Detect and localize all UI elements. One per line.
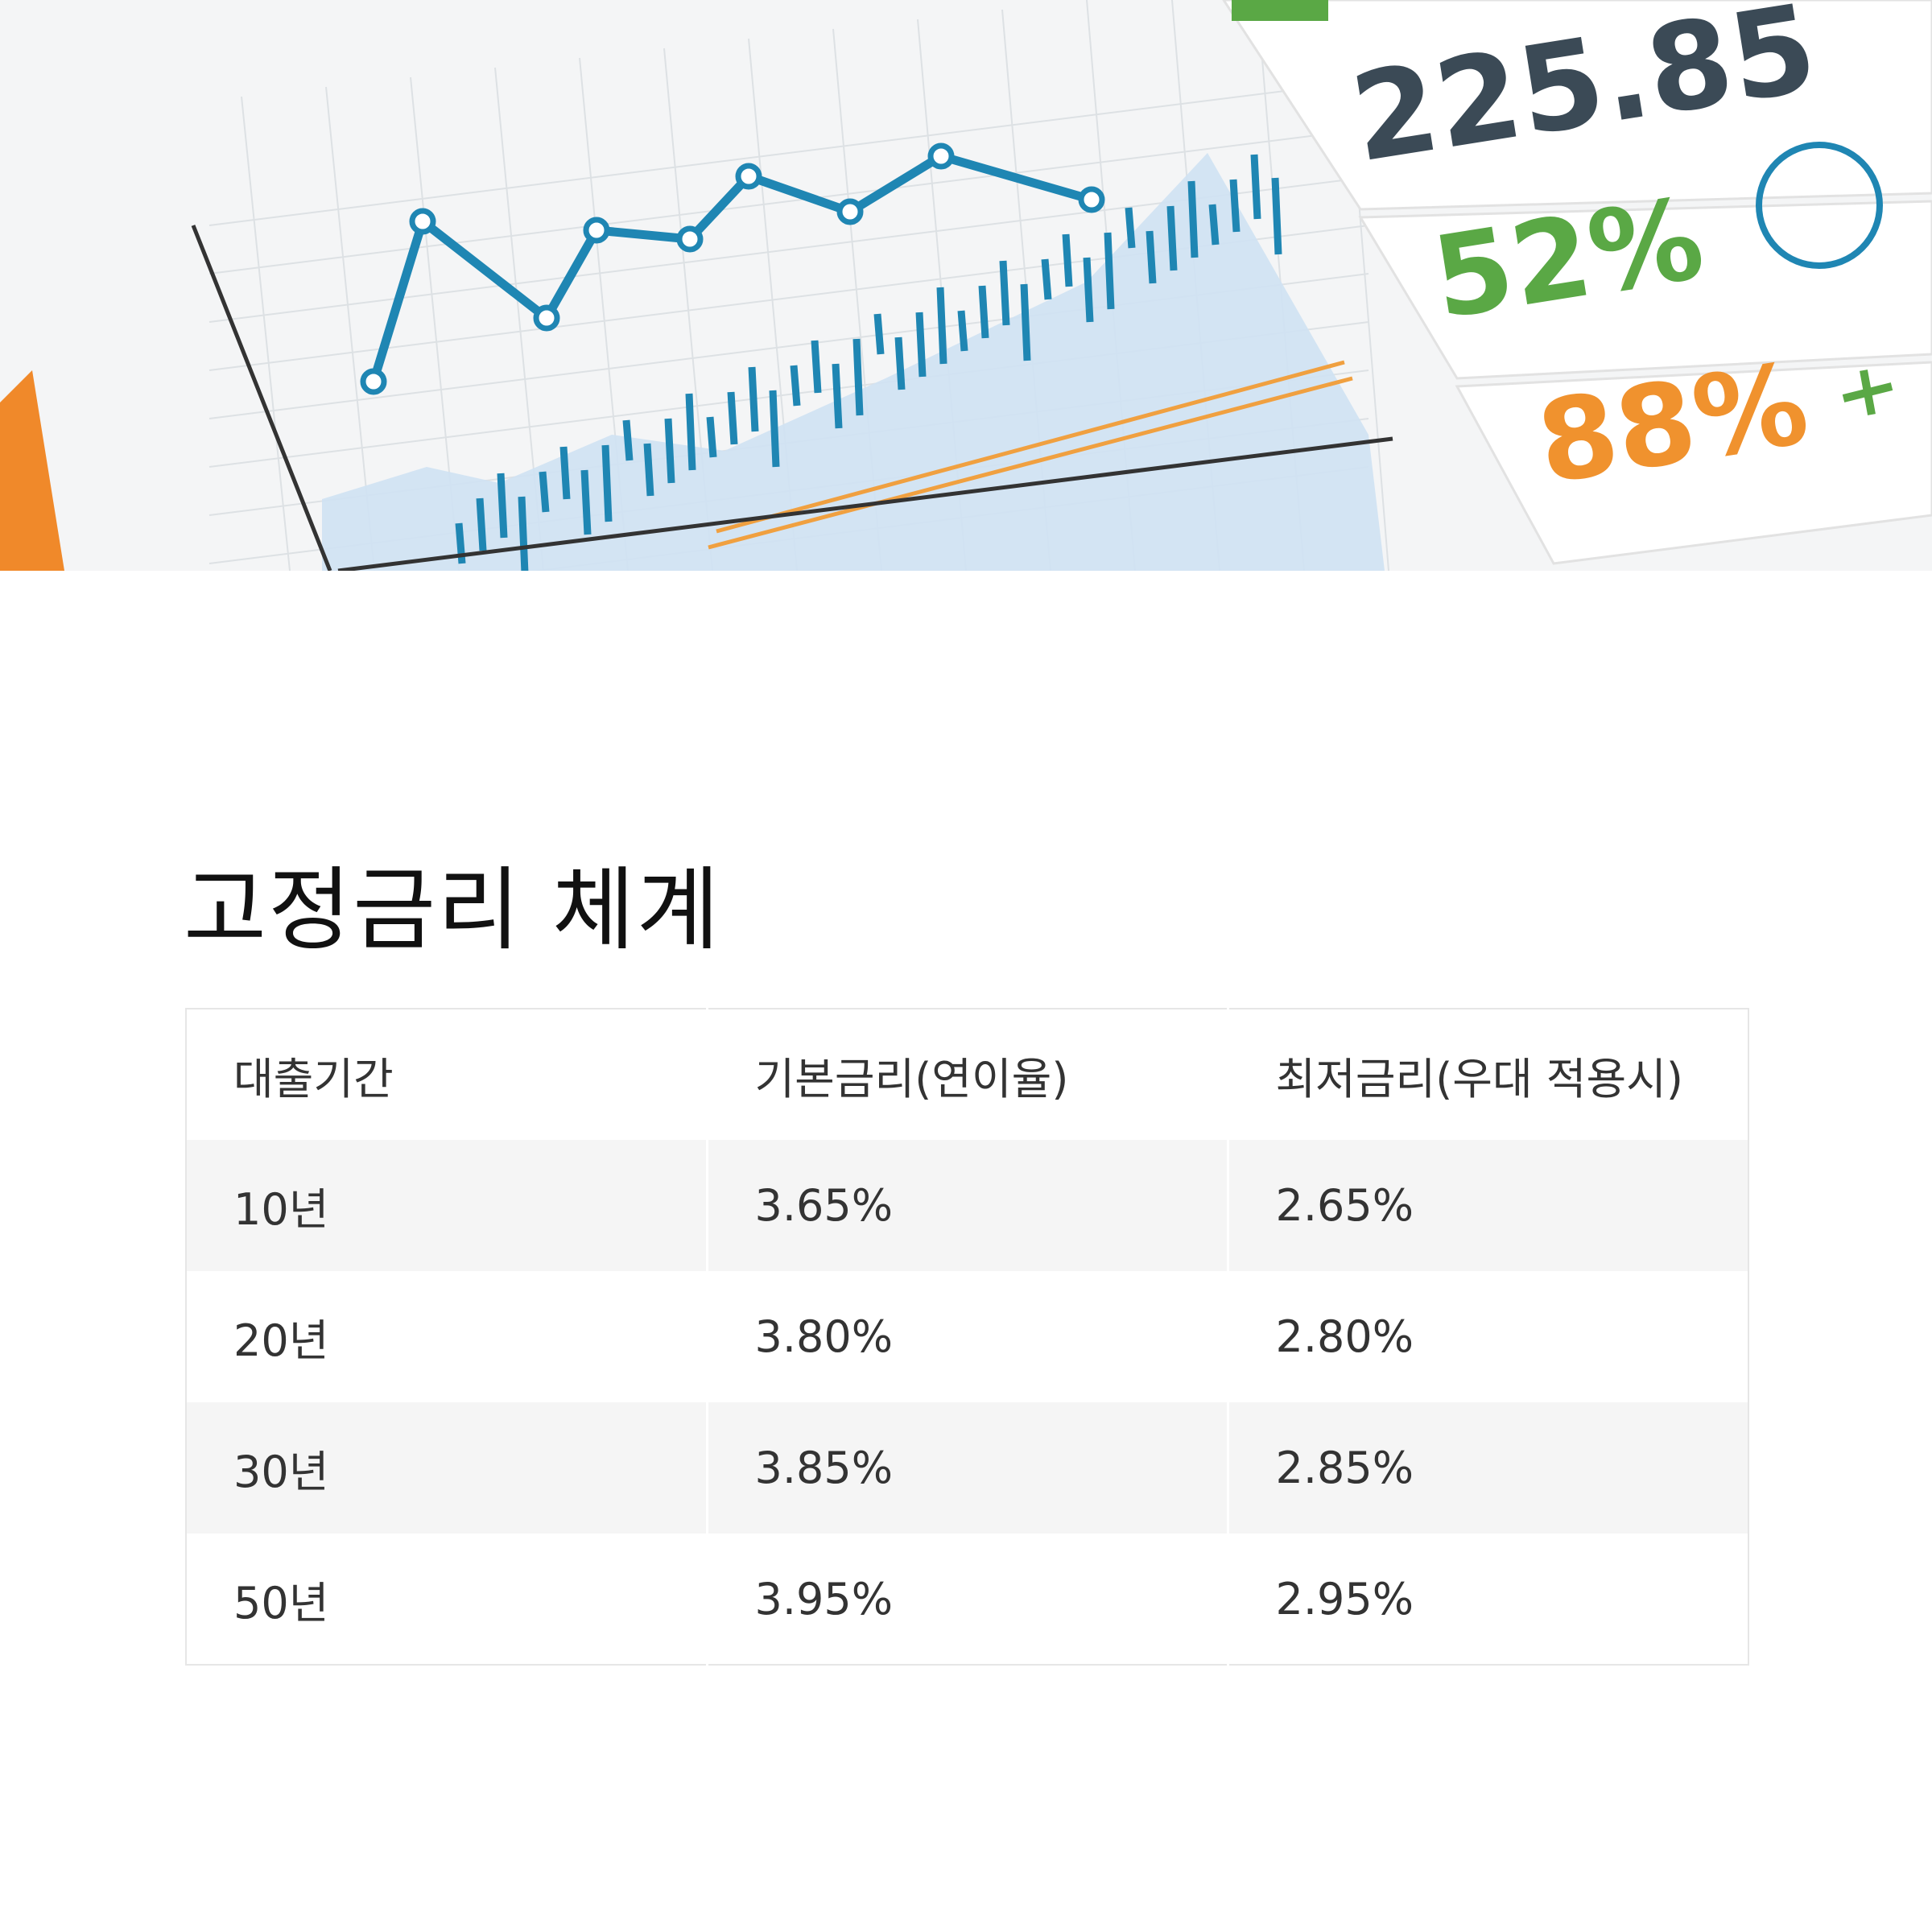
table-row: 20년 3.80% 2.80% [186, 1271, 1748, 1402]
table-cell: 3.80% [707, 1271, 1229, 1402]
bar-stick [769, 390, 780, 468]
table-cell: 2.95% [1228, 1534, 1748, 1665]
table-cell: 3.95% [707, 1534, 1229, 1665]
bar-stick [1125, 207, 1136, 249]
table-cell: 50년 [186, 1534, 708, 1665]
chart-point [927, 142, 955, 170]
axis [191, 225, 332, 571]
plus-icon [1860, 369, 1876, 415]
bar-stick [915, 312, 927, 378]
bar-stick [539, 471, 550, 513]
section-title: 고정금리 체계 [184, 858, 721, 963]
table-cell: 2.85% [1228, 1402, 1748, 1534]
bar-stick [1187, 180, 1199, 258]
grid-line [208, 80, 1369, 226]
bar-stick [1062, 233, 1073, 287]
bar-stick [518, 496, 529, 571]
bar-stick [873, 313, 885, 355]
chart-point [533, 304, 560, 332]
bar-stick [832, 363, 843, 429]
bar-stick [1146, 230, 1157, 284]
table-row: 10년 3.65% 2.65% [186, 1140, 1748, 1271]
bar-stick [601, 444, 613, 522]
bar-stick [727, 391, 738, 445]
bar-stick [1208, 204, 1220, 246]
dollar-icon [1756, 142, 1883, 269]
bar-stick [1104, 232, 1115, 310]
bar-stick [1250, 154, 1261, 220]
grid-line [241, 96, 291, 571]
bar-stick [852, 338, 864, 416]
bar-stick [1041, 258, 1052, 300]
bar-stick [790, 365, 801, 407]
bar-stick [476, 497, 487, 551]
header-cell: 최저금리(우대 적용시) [1275, 1053, 1683, 1104]
chart-point [583, 217, 610, 244]
bar-stick [894, 336, 906, 390]
bar-stick [1020, 283, 1031, 361]
orange-line [716, 360, 1345, 534]
rate-table: 대출기간 기본금리(연이율) 최저금리(우대 적용시) 10년 3.65% 2.65% 2… [185, 1008, 1749, 1666]
header-row: 대출기간 기본금리(연이율) 최저금리(우대 적용시) [186, 1009, 1748, 1140]
orange-line [708, 376, 1353, 550]
green-tab [1232, 0, 1328, 21]
bar-stick [978, 285, 989, 339]
stat-card [1358, 200, 1932, 380]
bar-stick [748, 366, 759, 432]
chart-points [360, 142, 1105, 395]
table-body: 10년 3.65% 2.65% 20년 3.80% 2.80% 30년 3.85% 2.85% 5… [186, 1140, 1748, 1665]
bar-stick [999, 260, 1010, 326]
chart-point [409, 208, 436, 235]
chart-point [676, 225, 704, 253]
bar-stick [1083, 257, 1094, 323]
table-cell: 20년 [186, 1271, 708, 1402]
bar-stick [936, 287, 947, 365]
bar-stick [559, 446, 571, 500]
chart-point [1078, 186, 1105, 213]
header-cell: 대출기간 [186, 1009, 708, 1140]
bar-stick [811, 340, 822, 394]
bar-stick [706, 416, 717, 458]
bar-stick [685, 393, 696, 471]
banner-image: 225.85 52% 88% [0, 0, 1932, 571]
table-cell: 10년 [186, 1140, 708, 1271]
table-cell: 2.80% [1228, 1271, 1748, 1402]
chart-point [735, 163, 762, 190]
table-row: 50년 3.95% 2.95% [186, 1534, 1748, 1665]
grid-line [208, 128, 1369, 275]
bar-stick [580, 469, 592, 535]
bar-stick [643, 443, 654, 497]
bar-stick [1229, 179, 1241, 233]
table-cell: 2.65% [1228, 1140, 1748, 1271]
bar-stick [664, 418, 675, 484]
chart-area [322, 153, 1385, 571]
table-cell: 3.85% [707, 1402, 1229, 1534]
header-cell: 기본금리(연이율) [707, 1009, 1229, 1140]
table-row: 30년 3.85% 2.85% [186, 1402, 1748, 1534]
stat-card [1455, 361, 1932, 565]
chart-point [360, 368, 387, 395]
bar-stick [622, 419, 634, 461]
axis [337, 436, 1393, 571]
stat-card [1222, 0, 1932, 211]
table-cell: 30년 [186, 1402, 708, 1534]
bar-stick [1166, 205, 1178, 271]
orange-strip [0, 370, 64, 571]
bar-stick [497, 473, 508, 539]
bar-stick [1271, 177, 1282, 255]
bar-stick [957, 310, 968, 352]
chart-point [836, 198, 864, 225]
table-cell: 3.65% [707, 1140, 1229, 1271]
